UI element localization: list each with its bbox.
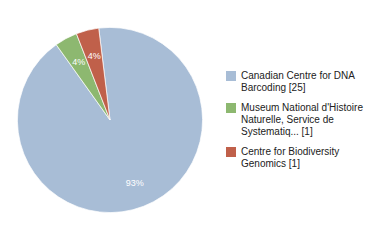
svg-text:93%: 93% [126, 178, 144, 188]
html-text:Canadian Centre for DNA Barcod: Canadian Centre for DNA Barcoding [25] [241, 70, 355, 93]
html-text:Museum National d'Histoire Nat: Museum National d'Histoire Naturelle, Se… [241, 102, 363, 137]
html-text:Centre for Biodiversity Genomi: Centre for Biodiversity Genomics [1] [241, 146, 340, 169]
svg-text:4%: 4% [88, 51, 101, 61]
svg-text:4%: 4% [72, 57, 85, 67]
